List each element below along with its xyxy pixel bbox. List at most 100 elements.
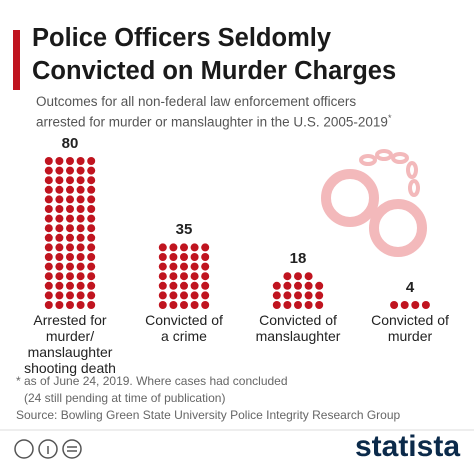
dot [55,166,64,175]
dot [87,176,96,185]
dot [76,166,85,175]
dot [44,253,53,261]
dot [87,272,96,281]
dot [201,281,210,290]
dot [87,224,96,233]
dot [283,301,292,309]
dot [66,185,74,194]
subtitle: Outcomes for all non-federal law enforce… [36,94,357,109]
dot [76,157,85,165]
dot [44,176,53,185]
dot [400,301,409,309]
value-label: 35 [175,221,193,239]
dot [169,272,178,281]
subtitle-line: arrested for murder or manslaughter in t… [36,114,388,130]
dot [169,253,178,261]
dot [294,272,302,281]
dot [55,195,64,204]
dot [44,243,53,252]
dot [44,205,53,213]
dot [158,291,167,300]
dot [44,262,53,271]
dot [158,243,167,252]
dot [76,224,85,233]
dot [66,176,74,185]
dot [76,281,85,290]
dot [304,281,313,290]
dot [76,272,85,281]
footnote: (24 still pending at time of publication… [24,391,226,405]
dot [87,262,96,271]
value-label: 4 [405,279,415,296]
dot [66,291,74,300]
dot [180,262,188,271]
brand-logo: statista [354,430,460,463]
dot [180,253,188,261]
dot [180,281,188,290]
dot [201,253,210,261]
dot [411,301,420,309]
dot [315,281,324,290]
dot [76,253,85,261]
dot-column [272,272,324,309]
dot [55,301,64,309]
dot [55,214,64,223]
title: Police Officers Seldomly [32,24,332,52]
dot [87,243,96,252]
dot [55,281,64,290]
dot [190,243,199,252]
dot [169,262,178,271]
dot-column [44,157,96,309]
dot [66,205,74,213]
dot [55,243,64,252]
dot [66,157,74,165]
dot [158,301,167,309]
dot [87,281,96,290]
dot [283,272,292,281]
category-label: Convicted of murder [371,312,449,344]
dot [190,272,199,281]
dot [201,262,210,271]
dot [66,272,74,281]
dot [158,262,167,271]
dot [304,291,313,300]
dot [87,253,96,261]
dot [55,272,64,281]
dot [66,262,74,271]
dot [304,272,313,281]
dot [55,224,64,233]
dot [87,214,96,223]
dot [190,262,199,271]
dot [44,301,53,309]
dot [55,253,64,261]
dot [169,301,178,309]
dot [190,301,199,309]
dot [272,301,281,309]
dot [66,233,74,242]
dot [44,224,53,233]
dot [44,272,53,281]
dot [66,243,74,252]
dot [87,301,96,309]
handcuffs-icon [321,149,427,257]
dot [55,291,64,300]
dot [87,157,96,165]
dot [201,243,210,252]
dot [44,166,53,175]
dot [76,176,85,185]
dot [44,281,53,290]
dot [66,214,74,223]
dot [180,272,188,281]
dot [87,233,96,242]
dot [44,195,53,204]
category-label: Convicted of manslaughter [255,312,341,344]
dot [169,291,178,300]
dot [158,272,167,281]
dot [44,291,53,300]
dot [190,253,199,261]
category-label: Arrested for murder/ manslaughter shooti… [24,312,116,376]
dot [158,253,167,261]
dot [76,185,85,194]
